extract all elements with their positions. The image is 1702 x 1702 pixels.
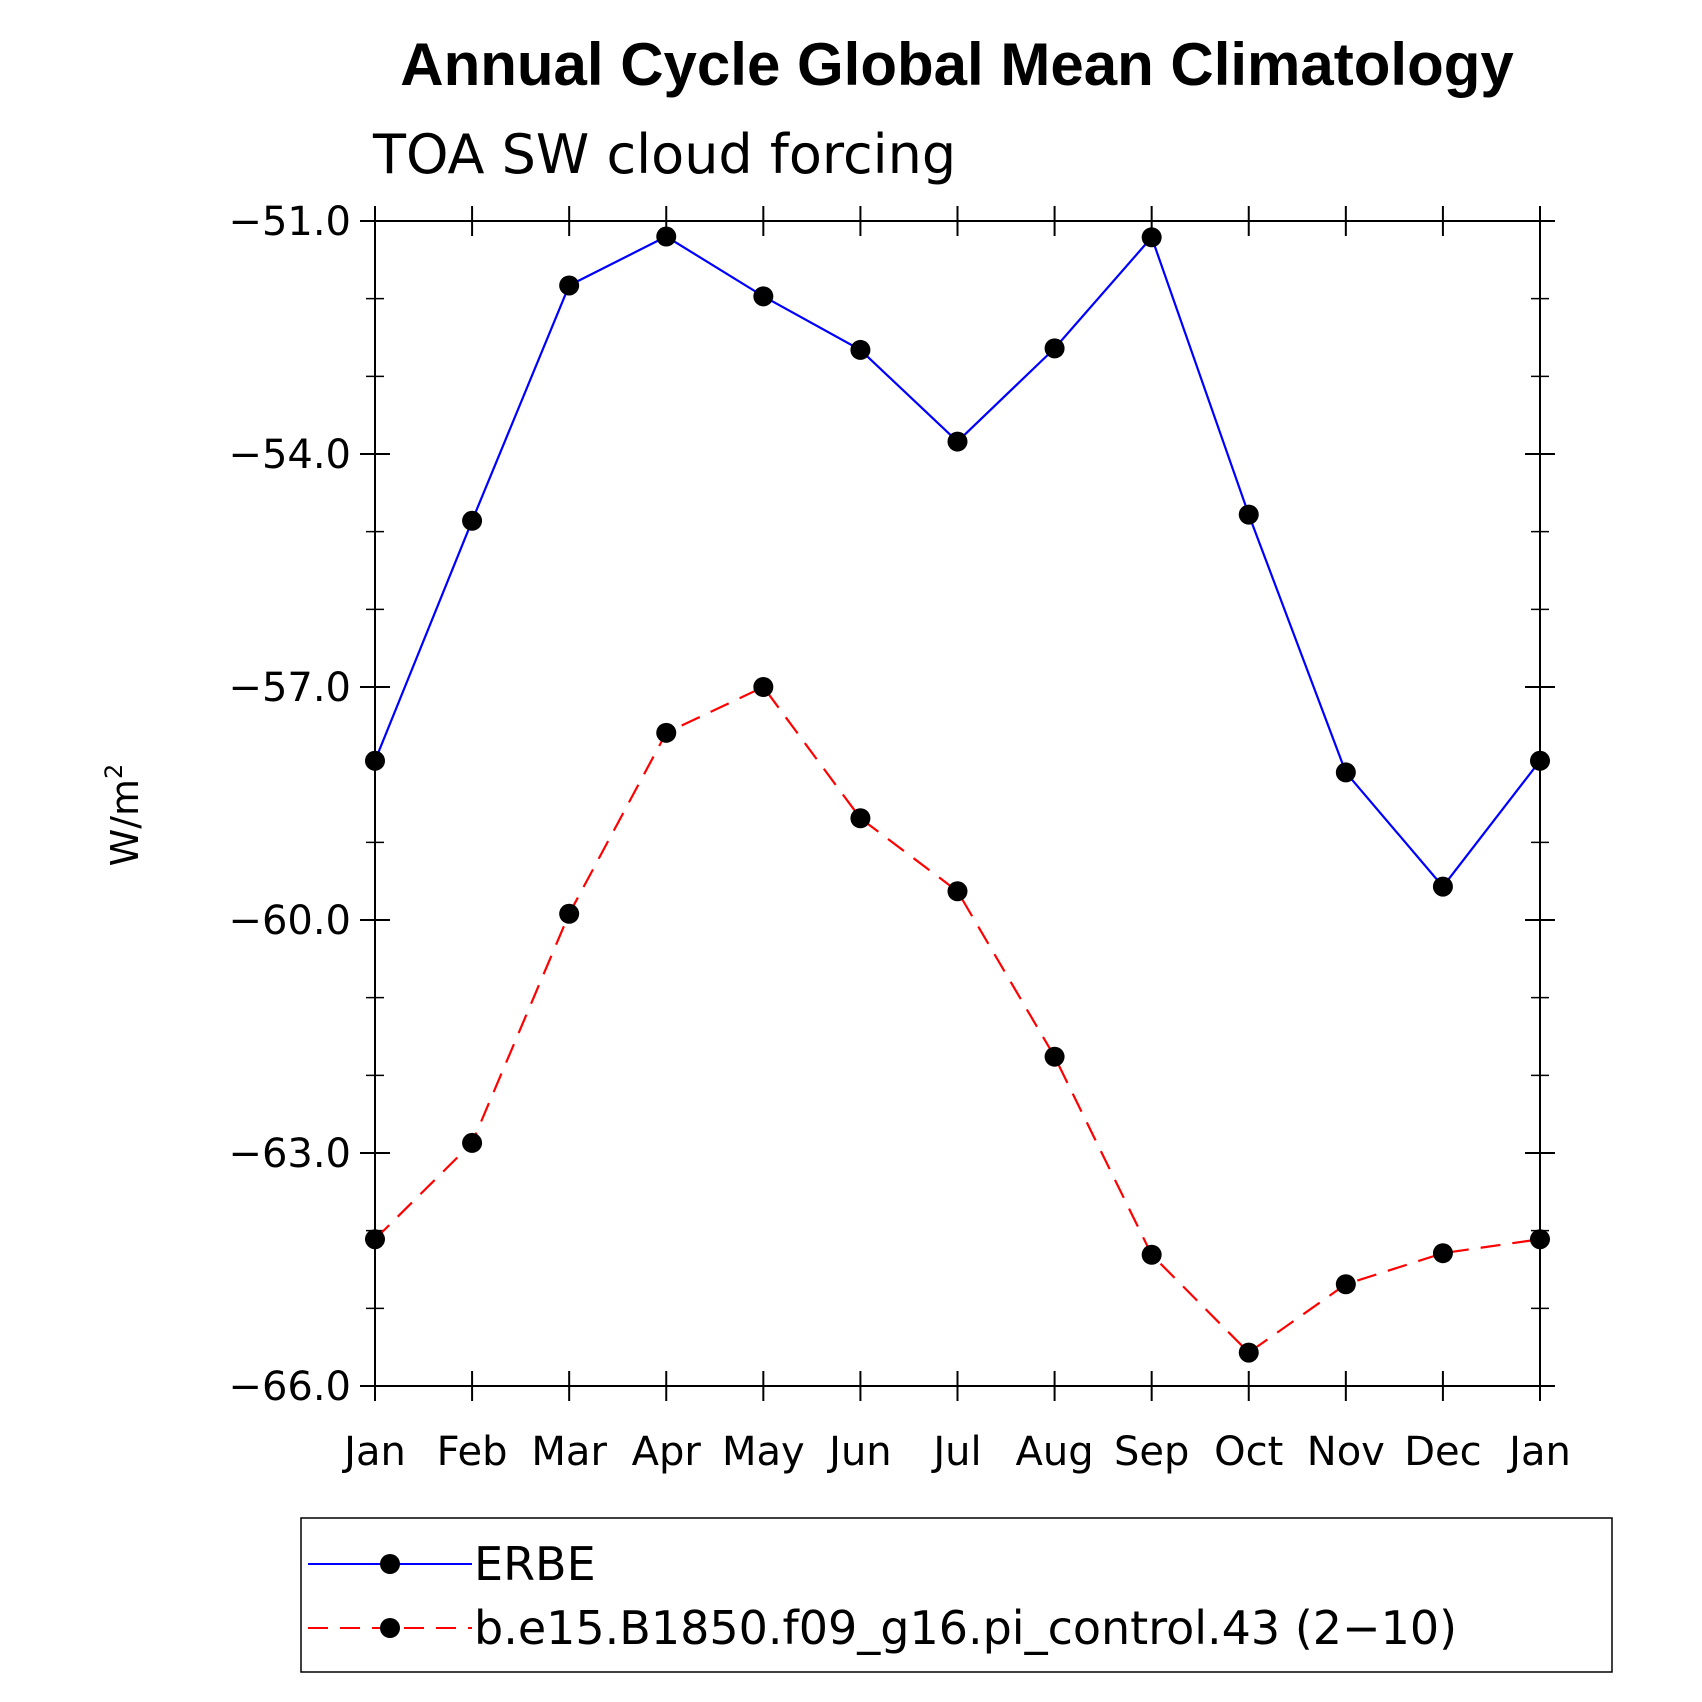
x-tick-label: Aug [1016, 1429, 1094, 1475]
x-tick-label: Sep [1114, 1429, 1189, 1475]
series-0-point [462, 510, 483, 531]
legend-marker-erbe [380, 1554, 400, 1574]
chart-title: Annual Cycle Global Mean Climatology [400, 31, 1514, 98]
x-tick-label: May [722, 1429, 805, 1475]
chart-subtitle: TOA SW cloud forcing [372, 123, 956, 186]
x-tick-label: Oct [1214, 1429, 1283, 1475]
series-1-point [1238, 1342, 1259, 1363]
legend-box [300, 1517, 1613, 1673]
series-1-point [1141, 1244, 1162, 1265]
y-axis-label-superscript: 2 [100, 764, 128, 779]
series-1-point [365, 1229, 385, 1250]
x-tick-label: Jan [341, 1429, 406, 1475]
x-tick-label: Apr [632, 1429, 702, 1475]
series-1-point [1044, 1046, 1065, 1067]
series-1-point [947, 881, 968, 902]
series-1-point [1335, 1274, 1356, 1295]
series-0-point [1432, 876, 1453, 897]
x-tick-label: Feb [437, 1429, 508, 1475]
series-layer [365, 226, 1550, 1363]
x-tick-label: Nov [1307, 1429, 1385, 1475]
series-0-point [559, 275, 580, 296]
y-tick-label: −60.0 [228, 898, 351, 944]
series-1-point [850, 808, 871, 829]
axes-layer: −51.0 −54.0 −57.0 −60.0 −63.0 −66.0 Jan Feb Mar A… [228, 199, 1570, 1475]
legend-marker-model [380, 1618, 400, 1638]
series-0-point [850, 339, 871, 360]
series-0-point [365, 750, 385, 771]
series-0-point [656, 226, 677, 247]
series-1-point [559, 903, 580, 924]
legend-label-erbe: ERBE [474, 1537, 596, 1591]
series-0-point [947, 431, 968, 452]
x-tick-label: Mar [531, 1429, 607, 1475]
legend-label-model: b.e15.B1850.f09_g16.pi_control.43 (2−10) [474, 1601, 1457, 1655]
series-0-point [1238, 504, 1259, 525]
y-tick-label: −66.0 [228, 1364, 351, 1410]
series-1-point [1432, 1243, 1453, 1264]
y-axis-label-unit: W/m [103, 779, 147, 866]
series-0-point [753, 286, 774, 307]
y-axis-label: W/m2 [100, 764, 147, 867]
y-tick-label: −57.0 [228, 665, 351, 711]
series-0-point [1141, 227, 1162, 248]
x-tick-label: Jun [826, 1429, 892, 1475]
legend: ERBE b.e15.B1850.f09_g16.pi_control.43 (… [300, 1517, 1613, 1673]
series-0-point [1044, 338, 1065, 359]
series-line-1 [374, 685, 1541, 1355]
y-tick-label: −54.0 [228, 432, 351, 478]
plot-frame [374, 220, 1541, 1387]
series-line-0 [373, 235, 1541, 889]
series-0-point [1335, 762, 1356, 783]
series-0-point [1530, 750, 1550, 771]
series-1-point [753, 677, 774, 697]
y-tick-label: −63.0 [228, 1131, 351, 1177]
series-1-point [462, 1132, 483, 1153]
x-tick-label: Jul [930, 1429, 981, 1475]
x-tick-label: Jan [1506, 1429, 1571, 1475]
y-tick-label: −51.0 [228, 199, 351, 245]
series-1-point [656, 722, 677, 743]
x-tick-label: Dec [1404, 1429, 1481, 1475]
series-1-point [1530, 1229, 1550, 1250]
